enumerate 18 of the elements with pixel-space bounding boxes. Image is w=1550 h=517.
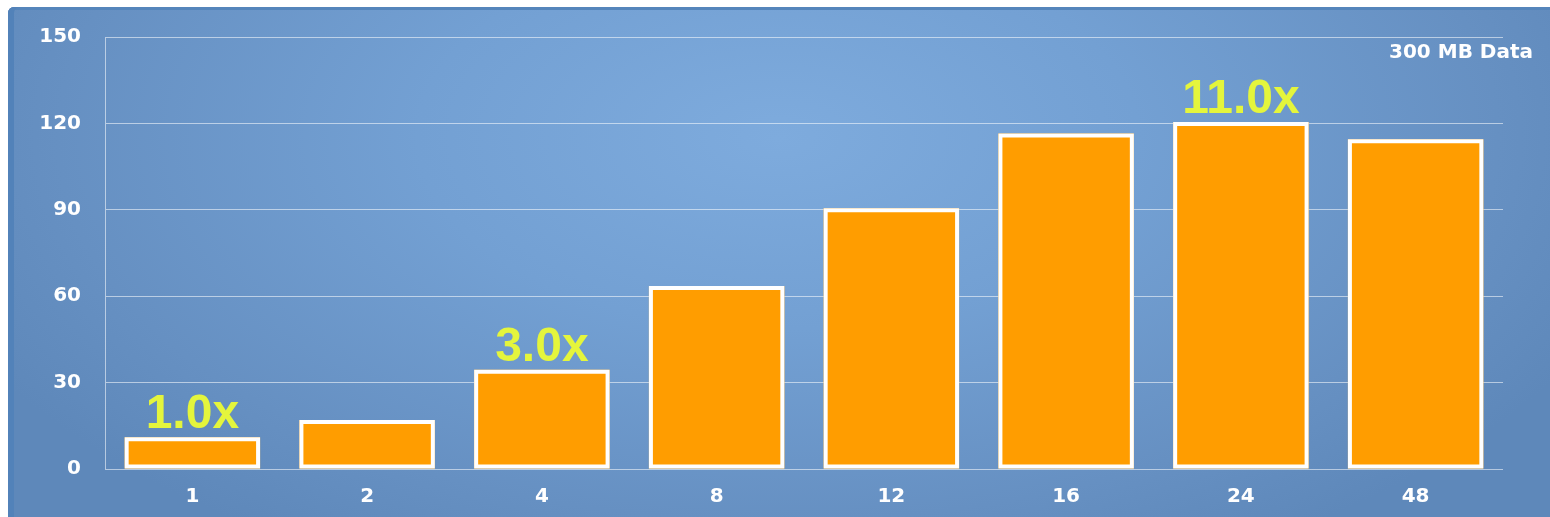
- x-tick-label: 4: [534, 483, 549, 508]
- x-tick-label: 2: [360, 483, 375, 508]
- y-tick-label: 0: [67, 455, 81, 480]
- y-tick-label: 30: [53, 368, 81, 393]
- y-tick-label: 60: [53, 282, 81, 307]
- y-tick-label: 120: [39, 109, 81, 134]
- x-tick-label: 24: [1226, 483, 1255, 508]
- annotation: 3.0x: [495, 317, 589, 371]
- annotation: 11.0x: [1182, 69, 1300, 123]
- x-tick-label: 12: [877, 483, 906, 508]
- x-tick-label: 16: [1052, 483, 1081, 508]
- y-tick-label: 150: [39, 23, 81, 48]
- annotation: 1.0x: [145, 385, 240, 439]
- annotation: 300 MB Data: [1389, 39, 1533, 64]
- x-tick-label: 48: [1401, 483, 1430, 508]
- x-tick-label: 1: [185, 483, 200, 508]
- x-tick-label: 8: [709, 483, 724, 508]
- y-tick-label: 90: [53, 196, 81, 220]
